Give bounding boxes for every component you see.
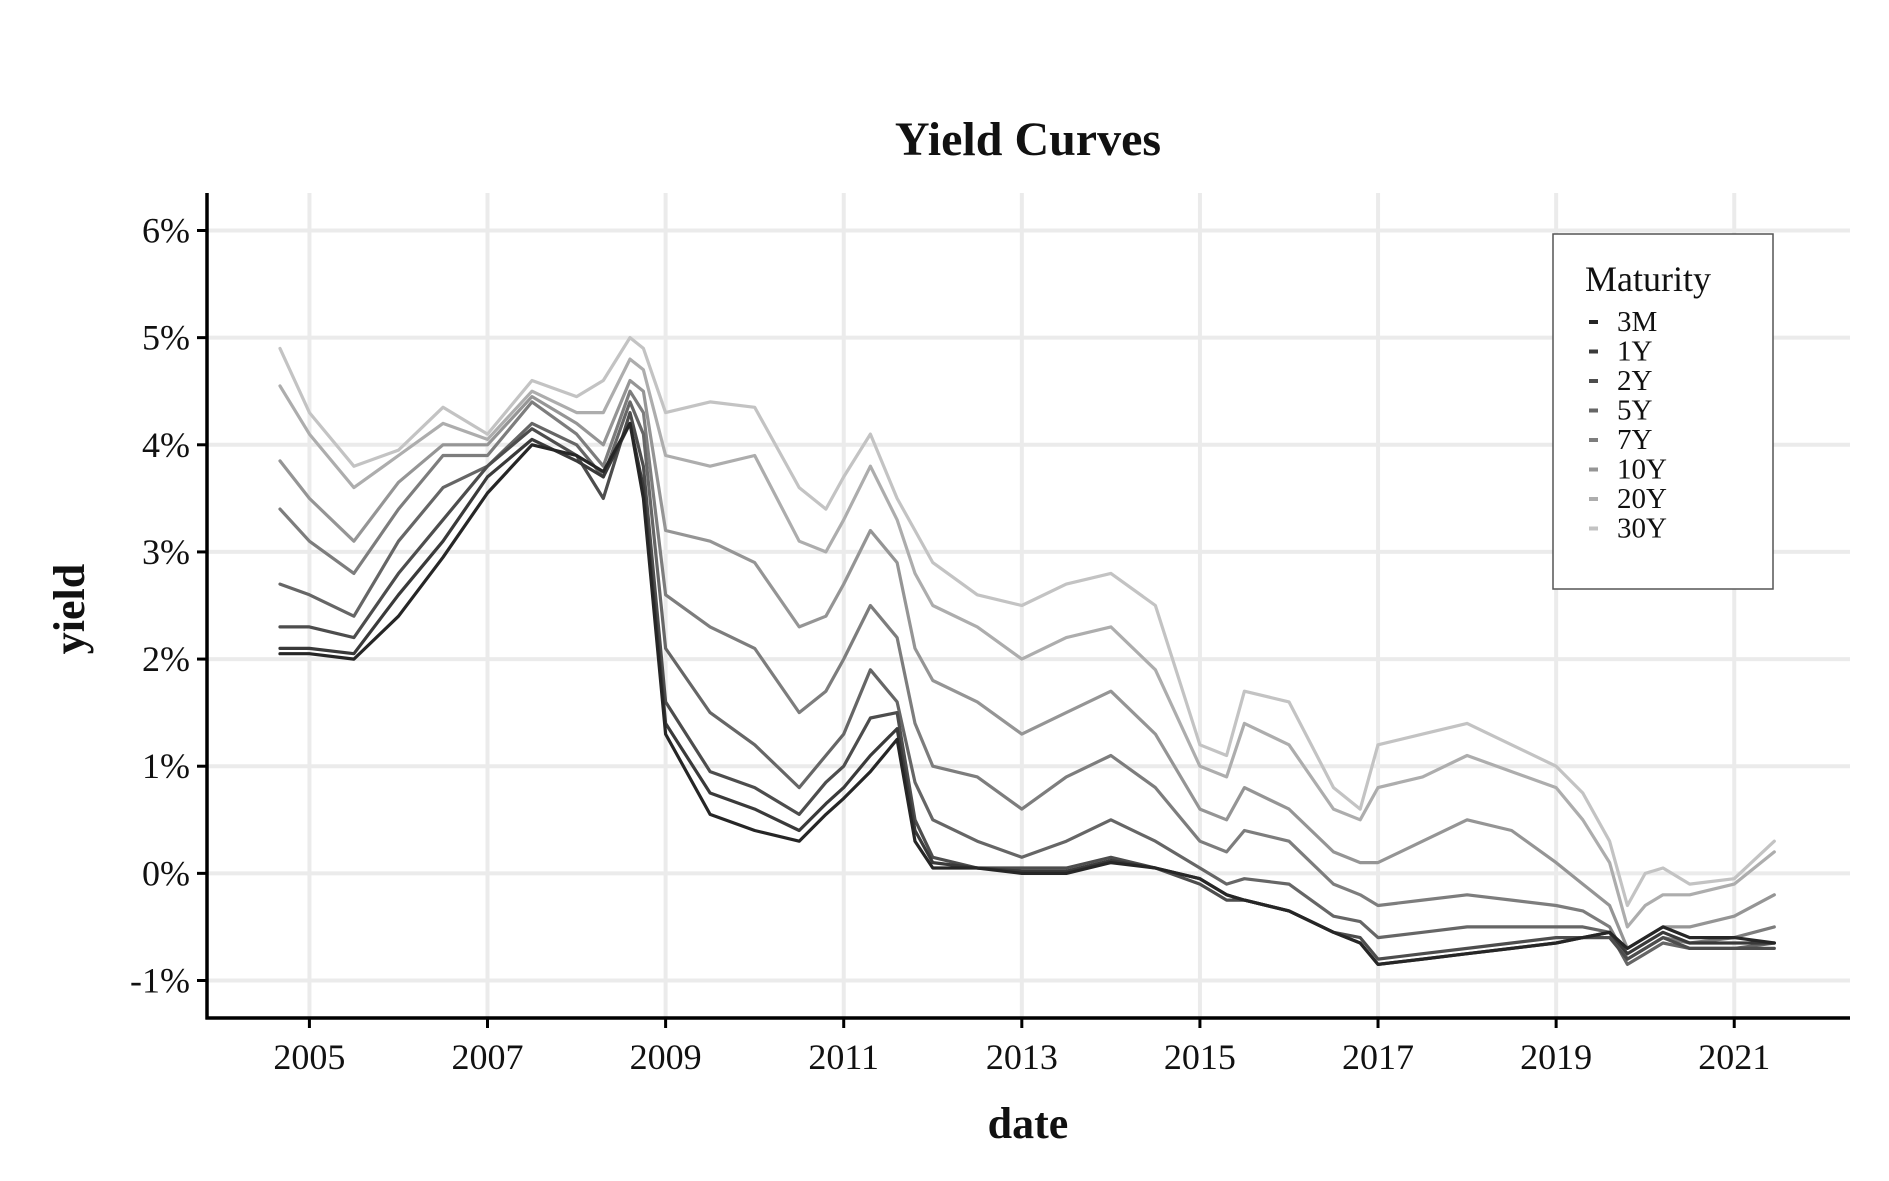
legend-label-5y: 5Y	[1617, 395, 1653, 427]
axes	[205, 193, 1850, 1020]
x-tick-label-2015: 2015	[1164, 1037, 1236, 1077]
series-line-3m	[278, 421, 1776, 966]
y-tick-label-0: 0%	[142, 853, 190, 893]
legend-title: Maturity	[1585, 259, 1711, 299]
legend-label-1y: 1Y	[1617, 336, 1653, 368]
chart-title: Yield Curves	[895, 113, 1161, 166]
series-line-2y	[278, 411, 1776, 961]
series-line-7y	[278, 389, 1776, 961]
x-tick-label-2007: 2007	[452, 1037, 524, 1077]
x-tick-label-2017: 2017	[1342, 1037, 1414, 1077]
y-tick-label-4: 4%	[142, 425, 190, 465]
legend-label-2y: 2Y	[1617, 365, 1653, 397]
series-line-5y	[278, 400, 1776, 966]
legend-label-20y: 20Y	[1617, 483, 1667, 515]
x-tick-label-2013: 2013	[986, 1037, 1058, 1077]
x-tick-label-2005: 2005	[273, 1037, 345, 1077]
x-tick-label-2021: 2021	[1698, 1037, 1770, 1077]
x-axis-ticks: 2005 2007 2009 2011 2013 2015 2017 2019 2021	[273, 1018, 1770, 1077]
y-tick-label-2: 2%	[142, 639, 190, 679]
x-tick-label-2009: 2009	[630, 1037, 702, 1077]
series-line-10y	[278, 378, 1776, 950]
legend-label-3m: 3M	[1617, 306, 1657, 338]
y-tick-label--1: -1%	[130, 961, 190, 1001]
y-axis-title: yield	[45, 564, 94, 654]
series-line-30y	[278, 336, 1776, 908]
x-tick-label-2019: 2019	[1520, 1037, 1592, 1077]
y-tick-label-5: 5%	[142, 318, 190, 358]
series-line-20y	[278, 357, 1776, 929]
legend-label-7y: 7Y	[1617, 424, 1653, 456]
y-tick-label-3: 3%	[142, 532, 190, 572]
x-tick-label-2011: 2011	[808, 1037, 879, 1077]
legend-label-30y: 30Y	[1617, 513, 1667, 545]
series-lines	[278, 336, 1776, 966]
x-axis-title: date	[988, 1099, 1069, 1148]
y-tick-label-1: 1%	[142, 746, 190, 786]
legend-label-10y: 10Y	[1617, 454, 1667, 486]
y-tick-label-6: 6%	[142, 211, 190, 251]
y-axis-ticks: -1% 0% 1% 2% 3% 4% 5% 6%	[130, 211, 207, 1001]
